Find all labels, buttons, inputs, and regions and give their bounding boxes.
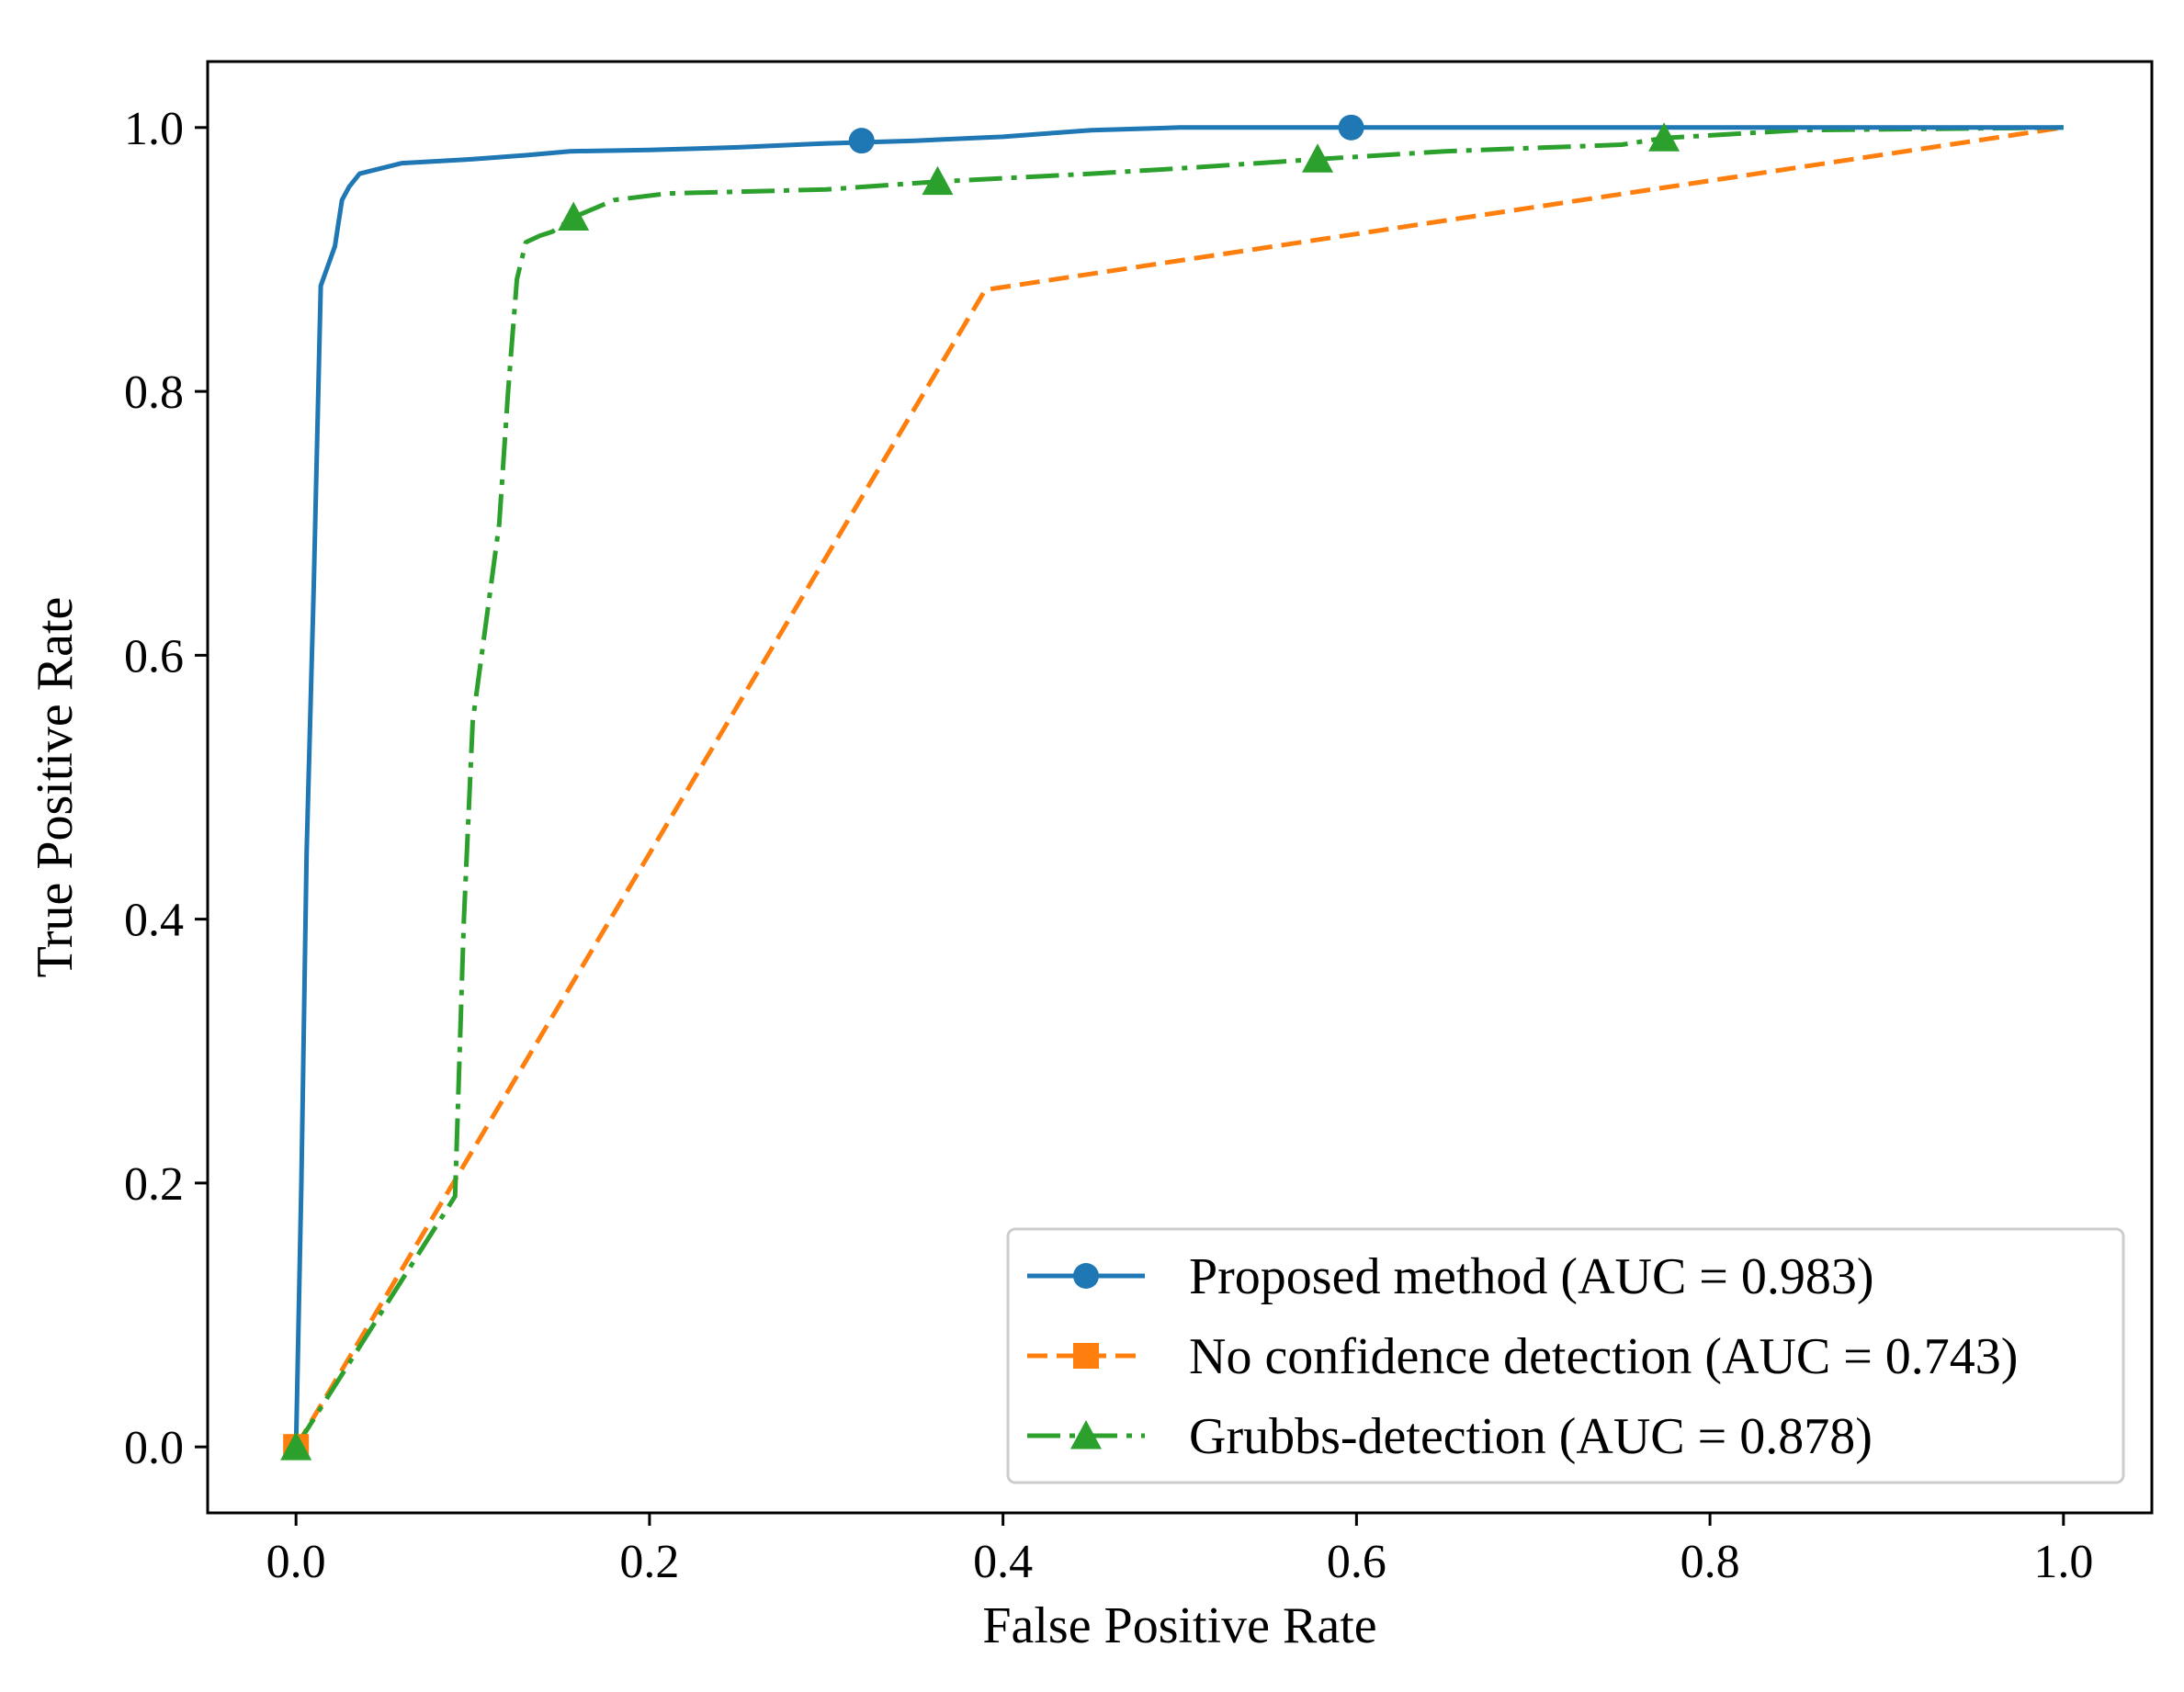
x-tick-label: 0.4 — [973, 1536, 1033, 1588]
legend-label-1: No confidence detection (AUC = 0.743) — [1189, 1328, 2018, 1385]
legend-marker-2 — [1070, 1420, 1102, 1449]
x-axis-title: False Positive Rate — [982, 1597, 1376, 1654]
x-tick-label: 1.0 — [2033, 1536, 2093, 1588]
y-axis-ticks: 0.0 0.2 0.4 0.6 0.8 1.0 — [124, 103, 208, 1474]
series-2-marker — [280, 1431, 312, 1461]
plot-frame — [206, 60, 2154, 1515]
series-0-marker — [848, 128, 875, 154]
legend-entries: Proposed method (AUC = 0.983) No confiden… — [1027, 1248, 2018, 1465]
x-axis-ticks: 0.0 0.2 0.4 0.6 0.8 1.0 — [266, 1513, 2093, 1588]
y-tick-label: 0.4 — [124, 895, 184, 947]
legend-label-2: Grubbs-detection (AUC = 0.878) — [1189, 1408, 1873, 1465]
series-2-marker — [1648, 122, 1680, 152]
y-tick-label: 0.6 — [124, 630, 184, 682]
series-2-marker — [1302, 143, 1334, 173]
series-layer — [280, 114, 2065, 1461]
y-tick-label: 1.0 — [124, 103, 184, 155]
series-0-marker — [1338, 114, 1364, 141]
x-tick-label: 0.6 — [1327, 1536, 1386, 1588]
series-2-marker — [922, 165, 954, 196]
legend-box — [1006, 1227, 2125, 1484]
y-axis-title: True Positive Rate — [27, 597, 84, 978]
legend: Proposed method (AUC = 0.983) No confiden… — [1006, 1227, 2125, 1484]
legend-marker-1 — [1073, 1343, 1099, 1369]
x-tick-label: 0.8 — [1680, 1536, 1740, 1588]
y-tick-label: 0.2 — [124, 1158, 184, 1211]
x-tick-label: 0.2 — [619, 1536, 679, 1588]
series-line-2 — [294, 125, 2064, 1449]
x-tick-label: 0.0 — [266, 1536, 326, 1588]
y-tick-label: 0.0 — [124, 1422, 184, 1474]
series-line-0 — [293, 125, 2064, 1448]
series-2-marker — [558, 201, 590, 231]
legend-label-0: Proposed method (AUC = 0.983) — [1189, 1248, 1874, 1305]
legend-marker-0 — [1073, 1263, 1099, 1289]
y-tick-label: 0.8 — [124, 367, 184, 419]
series-line-1 — [294, 125, 2065, 1449]
